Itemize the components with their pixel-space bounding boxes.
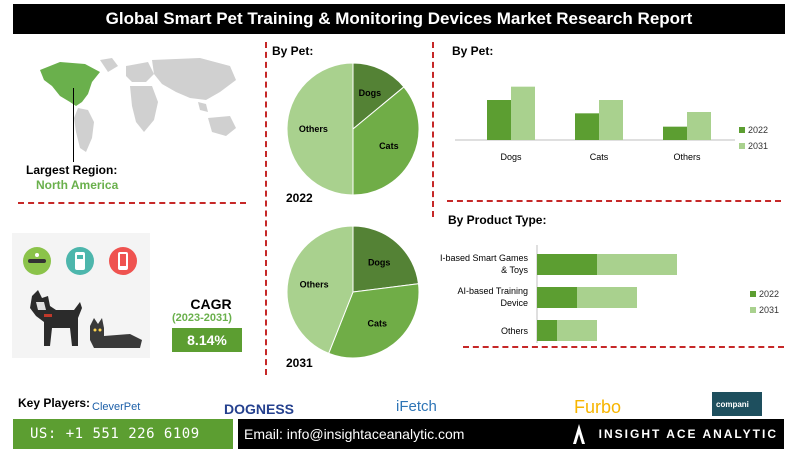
dog-icon	[30, 290, 82, 346]
companion-logo[interactable]: compani	[712, 392, 762, 416]
pie-slice-dogs	[352, 62, 405, 131]
pet-bar-category-label: Others	[673, 152, 701, 162]
pie-slice-cats	[352, 86, 420, 196]
product-bar-0-2031	[597, 254, 677, 275]
brand-logo-icon	[573, 424, 585, 444]
pie-label-others: Others	[300, 280, 329, 290]
pet-bar-cats-2031	[599, 100, 623, 140]
cat-icon	[90, 318, 142, 348]
region-value: North America	[36, 178, 119, 192]
pet-legend-swatch-2022	[739, 127, 745, 133]
pie-slice-cats	[328, 283, 420, 359]
pie-chart-2022: Dogs Cats Others 2022	[286, 62, 420, 203]
world-map-icon	[40, 58, 236, 152]
pie-section-title: By Pet:	[272, 44, 314, 58]
pie-slice-others	[286, 225, 354, 355]
furbo-logo[interactable]: Furbo	[574, 397, 622, 417]
pie-label-cats: Cats	[368, 318, 388, 328]
ifetch-logo[interactable]: iFetch	[396, 398, 437, 415]
product-bar-chart: AI-based Smart Games & Toys AI-based Train…	[440, 245, 779, 343]
product-legend-label-2022: 2022	[759, 289, 779, 299]
pet-bar-chart: Dogs Cats Others 2022 2031	[455, 86, 768, 162]
cagr-label: CAGR	[190, 296, 232, 312]
divider-left	[265, 42, 267, 375]
product-bar-2-2031	[557, 320, 597, 341]
phone-app-icon	[109, 247, 137, 275]
divider-product-bars	[463, 346, 784, 348]
brand-name: INSIGHT ACE ANALYTIC	[598, 427, 778, 441]
divider-pet-bars	[447, 200, 781, 202]
pie-label-others: Others	[299, 124, 328, 134]
product-legend-swatch-2031	[750, 307, 756, 313]
product-bar-category-label: Others	[501, 326, 529, 336]
phone-contact[interactable]: US: +1 551 226 6109	[13, 419, 233, 449]
cagr-value: 8.14%	[172, 328, 242, 352]
region-label: Largest Region:	[26, 163, 118, 177]
product-legend-label-2031: 2031	[759, 305, 779, 315]
product-bar-category-label: AI-based Training Device	[457, 286, 528, 308]
product-bar-1-2031	[577, 287, 637, 308]
pet-bar-category-label: Dogs	[500, 152, 522, 162]
pet-legend-label-2031: 2031	[748, 141, 768, 151]
cagr-years: (2023-2031)	[172, 312, 232, 324]
pie-label-dogs: Dogs	[368, 257, 391, 267]
pet-bar-others-2031	[687, 112, 711, 140]
pet-bar-others-2022	[663, 126, 687, 140]
remote-device-icon	[66, 247, 94, 275]
pet-bar-category-label: Cats	[590, 152, 609, 162]
product-bar-2-2022	[537, 320, 557, 341]
pet-bar-dogs-2031	[511, 86, 535, 140]
collar-device-icon	[23, 247, 51, 275]
footer-bar: Email: info@insightaceanalytic.com INSIG…	[238, 419, 784, 449]
divider-region	[18, 202, 246, 204]
dogness-logo[interactable]: DOGNESS	[224, 401, 295, 417]
product-bar-category-label: AI-based Smart Games & Toys	[440, 253, 528, 275]
pie-year-label: 2031	[286, 356, 313, 370]
key-players-label: Key Players:	[18, 396, 91, 410]
pie-chart-2031: Dogs Cats Others 2031	[286, 225, 420, 370]
product-bar-section-title: By Product Type:	[448, 213, 547, 227]
cleverpet-logo[interactable]: CleverPet	[92, 401, 141, 413]
divider-right	[432, 42, 434, 217]
product-bar-0-2022	[537, 254, 597, 275]
pie-label-dogs: Dogs	[359, 88, 382, 98]
product-legend-swatch-2022	[750, 291, 756, 297]
pet-bar-dogs-2022	[487, 100, 511, 140]
pie-year-label: 2022	[286, 191, 313, 203]
page-title: Global Smart Pet Training & Monitoring D…	[13, 4, 785, 34]
pie-slice-others	[286, 62, 354, 196]
pet-legend-swatch-2031	[739, 143, 745, 149]
pet-legend-label-2022: 2022	[748, 125, 768, 135]
product-bar-1-2022	[537, 287, 577, 308]
pet-bar-cats-2022	[575, 113, 599, 140]
email-contact[interactable]: Email: info@insightaceanalytic.com	[244, 426, 465, 442]
pie-label-cats: Cats	[379, 141, 399, 151]
pie-slice-dogs	[352, 225, 420, 293]
pet-bar-section-title: By Pet:	[452, 44, 494, 58]
map-pointer-line	[73, 88, 74, 162]
